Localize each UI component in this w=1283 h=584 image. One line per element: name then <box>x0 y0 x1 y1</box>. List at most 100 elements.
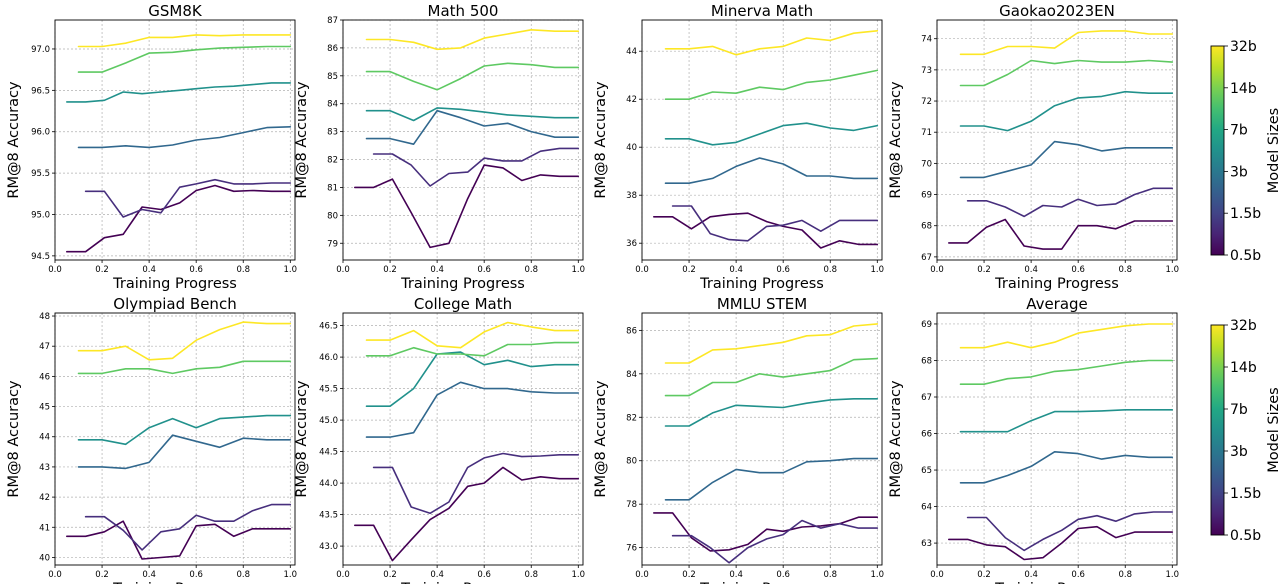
plot-frame <box>54 312 296 566</box>
series-line-14b <box>959 59 1174 87</box>
series-line-0.5b <box>66 184 292 253</box>
y-tick-label: 71 <box>921 128 932 138</box>
colorbar: 0.5b 1.5b 3b 7b 14b 32b Model Sizes <box>1210 39 1282 264</box>
colorbar-tick-label: 0.5b <box>1230 528 1261 544</box>
series-line-3b <box>959 450 1174 484</box>
x-tick-label: 1.0 <box>871 265 885 275</box>
y-tick-label: 84 <box>327 100 338 110</box>
y-tick-label: 43.0 <box>319 542 338 552</box>
series-line-14b <box>664 357 879 397</box>
series-line-14b <box>959 359 1174 386</box>
y-tick-label: 38 <box>626 191 637 201</box>
x-axis-label: Training Progress <box>994 276 1119 292</box>
y-axis-label: RM@8 Accuracy <box>294 81 310 199</box>
series-line-7b <box>959 90 1174 132</box>
y-tick-label: 80 <box>327 211 338 221</box>
x-tick-label: 0.4 <box>1024 265 1038 275</box>
x-tick-label: 1.0 <box>871 570 885 580</box>
series-line-7b <box>77 414 292 446</box>
chart-title: GSM8K <box>148 2 203 20</box>
y-tick-label: 84 <box>626 370 637 380</box>
y-tick-label: 72 <box>921 97 932 107</box>
plot-frame <box>342 19 584 261</box>
grid-lines <box>342 19 583 260</box>
series-line-3b <box>365 381 580 438</box>
x-tick-label: 0.6 <box>776 265 790 275</box>
series-line-1.5b <box>372 147 580 187</box>
plot-frame <box>936 312 1178 566</box>
y-tick-label: 42 <box>39 493 50 503</box>
y-tick-label: 69 <box>921 191 932 201</box>
x-tick-label: 0.4 <box>142 265 156 275</box>
series-line-0.5b <box>947 525 1174 561</box>
y-tick-label: 67 <box>921 393 932 403</box>
panel-math-500: 0.0 0.2 0.4 0.6 0.8 1.0 79 80 81 82 83 84 85 86 87 Math… <box>294 2 585 292</box>
chart-title: Math 500 <box>428 2 499 20</box>
series-line-0.5b <box>652 512 879 552</box>
x-tick-label: 0.4 <box>1024 570 1038 580</box>
colorbar-tick-label: 1.5b <box>1230 206 1261 222</box>
y-tick-label: 86 <box>626 326 637 336</box>
y-tick-label: 45.5 <box>319 385 338 395</box>
series-line-1.5b <box>84 503 292 551</box>
y-tick-label: 46.0 <box>319 353 338 363</box>
colorbar-tick-label: 7b <box>1230 123 1248 139</box>
series-line-7b <box>959 408 1174 433</box>
x-tick-label: 1.0 <box>1166 265 1180 275</box>
grid-lines <box>342 313 583 565</box>
y-tick-label: 44.5 <box>319 448 338 458</box>
x-tick-label: 0.6 <box>189 265 203 275</box>
colorbar-tick-label: 14b <box>1230 360 1257 376</box>
x-tick-label: 1.0 <box>572 265 586 275</box>
y-tick-label: 96.5 <box>31 86 50 96</box>
y-tick-label: 80 <box>626 457 637 467</box>
y-tick-label: 45.0 <box>319 416 338 426</box>
panel-gsm8k: 0.0 0.2 0.4 0.6 0.8 1.0 94.5 95.0 95.5 96.0 96.5 97… <box>6 2 297 292</box>
series-line-7b <box>365 351 580 408</box>
series-line-32b <box>365 321 580 349</box>
colorbar-gradient <box>1210 45 1225 256</box>
y-tick-label: 87 <box>327 16 338 26</box>
series-line-1.5b <box>966 187 1174 218</box>
colorbar-tick-label: 32b <box>1230 318 1257 334</box>
grid-lines <box>936 20 1177 260</box>
plot-frame <box>641 312 883 566</box>
series-line-0.5b <box>652 212 879 249</box>
series-line-0.5b <box>947 218 1174 250</box>
x-tick-label: 0.4 <box>142 570 156 580</box>
series-line-1.5b <box>671 519 879 564</box>
series-line-32b <box>959 30 1174 56</box>
grid-lines <box>54 20 295 260</box>
panel-gaokao2023en: 0.0 0.2 0.4 0.6 0.8 1.0 67 68 69 70 71 72 73 74 Gaokao… <box>888 2 1179 292</box>
grid-lines <box>641 313 882 565</box>
series-line-3b <box>959 140 1174 179</box>
plot-frame <box>641 19 883 261</box>
x-tick-label: 0.2 <box>95 570 109 580</box>
y-tick-label: 44 <box>39 433 50 443</box>
series-line-3b <box>664 157 879 184</box>
x-tick-label: 0.0 <box>635 265 649 275</box>
y-tick-label: 36 <box>626 239 637 249</box>
x-tick-label: 0.6 <box>1071 570 1085 580</box>
y-tick-label: 48 <box>39 312 50 322</box>
y-axis-label: RM@8 Accuracy <box>888 81 904 199</box>
x-tick-label: 0.0 <box>48 570 62 580</box>
plot-frame <box>936 19 1178 261</box>
x-axis-label: Training Progress <box>400 581 525 584</box>
series-line-32b <box>365 28 580 51</box>
series-line-32b <box>664 29 879 56</box>
series-line-3b <box>77 434 292 470</box>
y-tick-label: 65 <box>921 466 932 476</box>
x-tick-label: 0.0 <box>336 570 350 580</box>
x-tick-label: 0.8 <box>524 265 538 275</box>
colorbar-tick-label: 0.5b <box>1230 248 1261 264</box>
grid-lines <box>641 20 882 260</box>
x-tick-label: 0.2 <box>95 265 109 275</box>
chart-title: Olympiad Bench <box>113 295 236 313</box>
y-tick-label: 96.0 <box>31 128 50 138</box>
series-line-14b <box>77 45 292 73</box>
x-tick-label: 0.8 <box>1118 570 1132 580</box>
y-tick-label: 95.0 <box>31 210 50 220</box>
series-line-14b <box>365 62 580 91</box>
